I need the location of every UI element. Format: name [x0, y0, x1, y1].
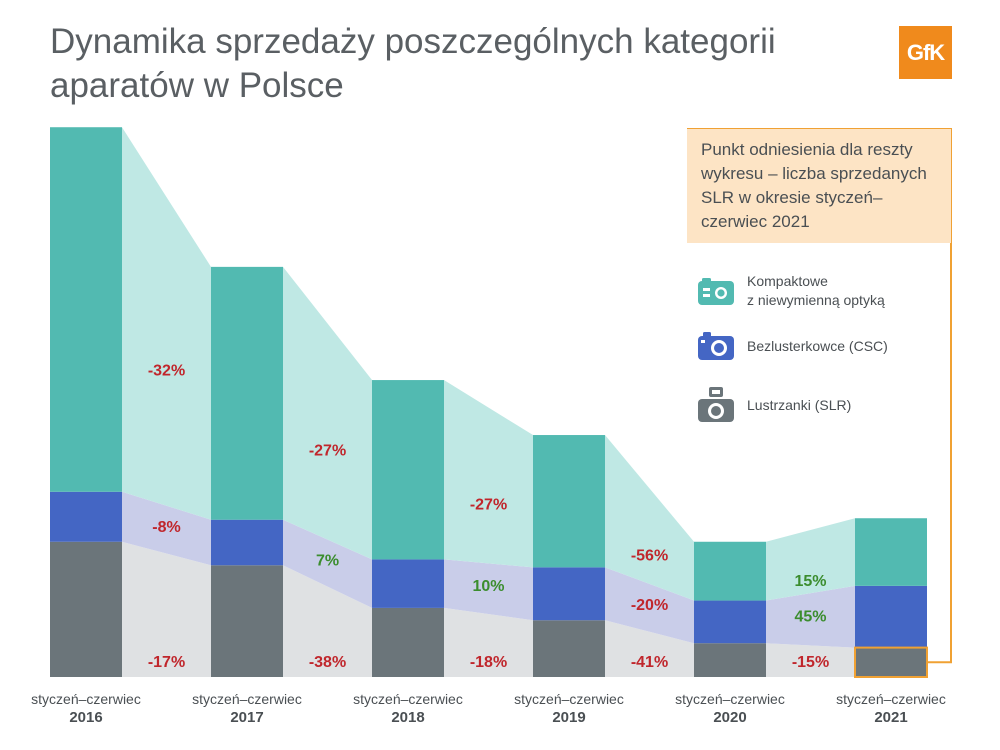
camera-slr-icon: [697, 386, 735, 424]
change-label-compact-1: -32%: [148, 363, 185, 380]
band-slr-2: [283, 565, 372, 677]
change-label-csc-2: 7%: [316, 552, 339, 569]
x-tick-label: styczeń–czerwiec 2020: [660, 690, 800, 728]
change-label-csc-4: -20%: [631, 597, 668, 614]
change-label-slr-5: -15%: [792, 654, 829, 671]
x-tick-year: 2018: [391, 709, 425, 726]
change-label-compact-2: -27%: [309, 443, 346, 460]
x-tick-period: styczeń–czerwiec: [192, 691, 302, 707]
bar-compact-5: [694, 541, 766, 601]
change-label-csc-1: -8%: [152, 519, 180, 536]
x-tick-label: styczeń–czerwiec 2018: [338, 690, 478, 728]
band-compact-5: [766, 518, 855, 601]
x-tick-year: 2017: [230, 709, 264, 726]
legend-label: Lustrzanki (SLR): [747, 396, 852, 413]
bar-compact-6: [855, 518, 927, 586]
bar-compact-3: [372, 380, 444, 560]
change-labels: -32% -8% -17% -27% 7% -38% -27% 10% -18% -56% -20%…: [148, 363, 829, 672]
x-tick-label: styczeń–czerwiec 2019: [499, 690, 639, 728]
band-csc-3: [444, 559, 533, 621]
band-compact-2: [283, 266, 372, 560]
band-csc-5: [766, 585, 855, 648]
bars: [50, 127, 927, 677]
change-label-slr-2: -38%: [309, 654, 346, 671]
bar-compact-2: [211, 266, 283, 520]
band-csc-4: [605, 567, 694, 644]
bar-slr-2: [211, 565, 283, 677]
bar-csc-6: [855, 585, 927, 648]
band-compact-4: [605, 435, 694, 601]
x-tick-period: styczeń–czerwiec: [675, 691, 785, 707]
change-label-compact-5: 15%: [794, 573, 826, 590]
bar-csc-4: [533, 567, 605, 621]
bar-slr-4: [533, 620, 605, 677]
change-label-compact-3: -27%: [470, 497, 507, 514]
legend-label: Bezlusterkowce (CSC): [747, 337, 888, 354]
bar-slr-1: [50, 541, 122, 677]
change-label-compact-4: -56%: [631, 547, 668, 564]
x-tick-period: styczeń–czerwiec: [31, 691, 141, 707]
gfk-logo: GfK: [899, 26, 952, 79]
x-tick-year: 2016: [69, 709, 103, 726]
camera-compact-icon: [697, 272, 735, 310]
x-tick-period: styczeń–czerwiec: [514, 691, 624, 707]
change-label-slr-1: -17%: [148, 654, 185, 671]
x-tick-label: styczeń–czerwiec 2016: [16, 690, 156, 728]
bar-csc-1: [50, 491, 122, 542]
band-compact-3: [444, 380, 533, 568]
x-tick-year: 2020: [713, 709, 747, 726]
x-tick-label: styczeń–czerwiec 2021: [821, 690, 961, 728]
legend-label: Kompaktowe z niewymienną optyką: [747, 273, 885, 308]
band-slr-4: [605, 620, 694, 677]
legend-item-slr: Lustrzanki (SLR): [697, 386, 851, 424]
x-tick-label: styczeń–czerwiec 2017: [177, 690, 317, 728]
reference-note: Punkt odniesienia dla reszty wykresu – l…: [687, 129, 951, 243]
bar-slr-6: [855, 647, 927, 677]
bar-csc-2: [211, 519, 283, 566]
band-csc-1: [122, 491, 211, 566]
change-label-csc-3: 10%: [472, 578, 504, 595]
band-compact-1: [122, 127, 211, 520]
change-label-slr-4: -41%: [631, 654, 668, 671]
bar-compact-1: [50, 127, 122, 492]
bar-slr-5: [694, 643, 766, 677]
band-slr-5: [766, 643, 855, 677]
connector-bands: [122, 127, 855, 677]
legend-item-compact: Kompaktowe z niewymienną optyką: [697, 272, 885, 310]
chart-title: Dynamika sprzedaży poszczególnych katego…: [50, 22, 776, 105]
bar-csc-3: [372, 559, 444, 608]
band-slr-3: [444, 607, 533, 677]
bar-compact-4: [533, 435, 605, 568]
change-label-slr-3: -18%: [470, 654, 507, 671]
camera-csc-icon: [697, 327, 735, 365]
bar-csc-5: [694, 600, 766, 644]
band-slr-1: [122, 541, 211, 677]
change-label-csc-5: 45%: [794, 609, 826, 626]
band-csc-2: [283, 519, 372, 608]
x-tick-year: 2021: [874, 709, 908, 726]
legend-item-csc: Bezlusterkowce (CSC): [697, 327, 888, 365]
x-tick-period: styczeń–czerwiec: [836, 691, 946, 707]
x-tick-period: styczeń–czerwiec: [353, 691, 463, 707]
x-tick-year: 2019: [552, 709, 586, 726]
bar-slr-3: [372, 607, 444, 677]
